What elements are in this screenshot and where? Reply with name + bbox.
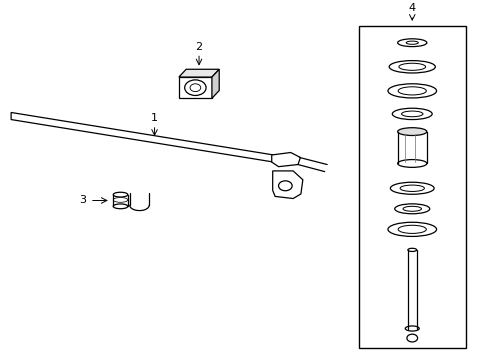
- Ellipse shape: [397, 39, 426, 46]
- Ellipse shape: [397, 159, 426, 167]
- Polygon shape: [11, 112, 273, 162]
- Ellipse shape: [113, 192, 127, 197]
- Ellipse shape: [394, 204, 429, 214]
- Ellipse shape: [389, 182, 433, 194]
- Text: 1: 1: [151, 113, 158, 123]
- Ellipse shape: [405, 326, 418, 331]
- Ellipse shape: [397, 225, 426, 233]
- Polygon shape: [211, 69, 219, 98]
- Ellipse shape: [113, 198, 127, 202]
- Text: 3: 3: [80, 195, 86, 206]
- Text: 2: 2: [195, 41, 202, 51]
- Bar: [358, 26, 465, 348]
- Ellipse shape: [388, 60, 434, 73]
- Polygon shape: [271, 153, 300, 167]
- Ellipse shape: [407, 248, 416, 252]
- Ellipse shape: [397, 128, 426, 135]
- Ellipse shape: [391, 108, 431, 120]
- Ellipse shape: [387, 84, 436, 98]
- Ellipse shape: [184, 80, 205, 95]
- Ellipse shape: [113, 204, 127, 209]
- Ellipse shape: [397, 87, 426, 95]
- Ellipse shape: [278, 181, 291, 191]
- Ellipse shape: [402, 206, 421, 211]
- Ellipse shape: [387, 222, 436, 237]
- Ellipse shape: [190, 84, 201, 91]
- Ellipse shape: [406, 334, 417, 342]
- Ellipse shape: [401, 111, 422, 117]
- Ellipse shape: [398, 63, 425, 70]
- Text: 4: 4: [408, 3, 415, 13]
- Ellipse shape: [399, 185, 424, 192]
- Ellipse shape: [406, 41, 417, 44]
- Polygon shape: [179, 69, 219, 77]
- Polygon shape: [179, 77, 211, 98]
- Polygon shape: [272, 171, 302, 198]
